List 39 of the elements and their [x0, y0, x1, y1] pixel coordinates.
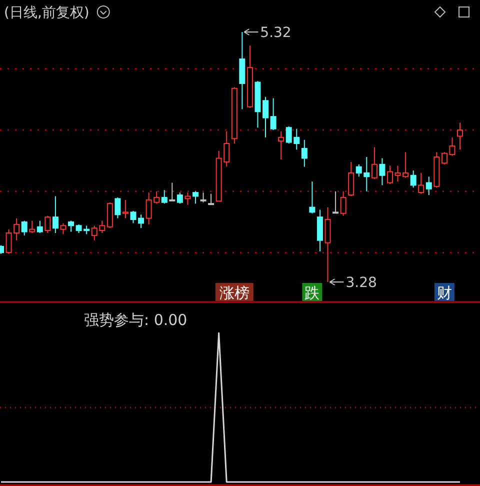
candlestick	[21, 220, 28, 236]
candlestick	[316, 209, 323, 252]
candlestick	[114, 196, 121, 219]
annotation: 5.32	[260, 25, 292, 41]
candlestick	[379, 158, 386, 186]
candlestick	[340, 190, 346, 216]
candlestick	[418, 172, 424, 194]
candlestick	[200, 192, 206, 203]
text: 涨榜	[219, 284, 250, 302]
candlestick	[36, 220, 43, 234]
candlestick	[348, 161, 354, 197]
candlestick	[60, 222, 66, 235]
candlestick	[29, 220, 36, 234]
candlestick	[176, 192, 183, 204]
candlestick	[386, 165, 393, 184]
candlestick	[270, 98, 276, 131]
candlestick	[371, 146, 378, 180]
candlestick	[301, 139, 308, 168]
candlestick	[161, 190, 168, 204]
chart-title: (日线,前复权)	[4, 5, 90, 21]
candlestick	[169, 182, 176, 202]
annotation: 3.28	[346, 275, 377, 291]
candlestick	[52, 196, 58, 234]
candlestick	[208, 193, 214, 206]
candlestick	[309, 181, 316, 214]
candlestick	[106, 202, 113, 229]
candlestick	[332, 190, 339, 214]
candlestick	[68, 220, 74, 232]
candlestick	[122, 199, 128, 219]
candlestick	[184, 192, 191, 206]
candlestick	[426, 176, 432, 196]
candlestick	[324, 206, 331, 282]
candlestick	[278, 130, 284, 160]
candlestick	[44, 215, 51, 234]
candlestick	[410, 170, 416, 188]
candlestick	[457, 122, 463, 150]
candlestick	[192, 190, 198, 204]
chart-title: 强势参与: 0.00	[84, 311, 188, 329]
candlestick	[262, 96, 269, 138]
